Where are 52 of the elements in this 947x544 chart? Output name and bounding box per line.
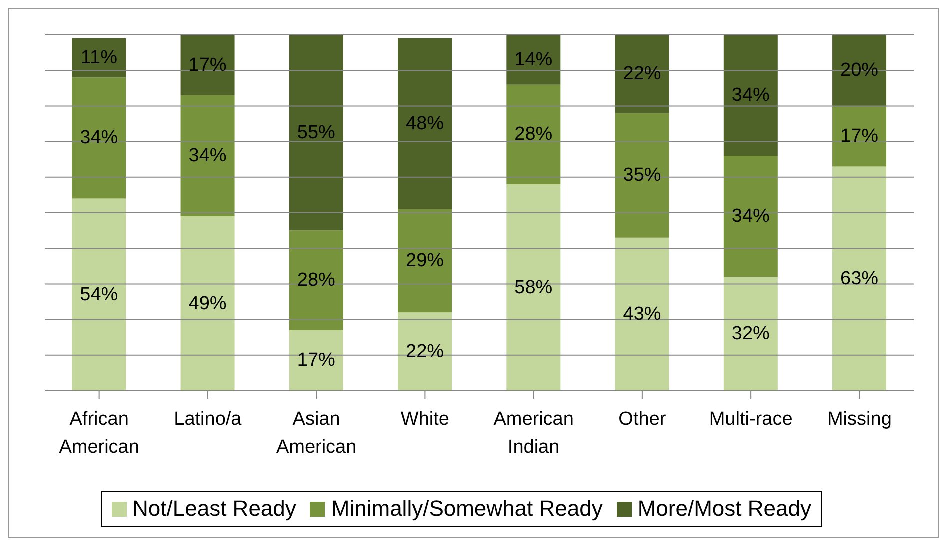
data-label: 34% <box>732 206 770 228</box>
data-label: 32% <box>732 324 770 345</box>
legend-label: Minimally/Somewhat Ready <box>330 496 603 522</box>
bar <box>724 277 778 391</box>
data-label: 22% <box>406 341 444 362</box>
data-label: 28% <box>297 270 336 292</box>
bar <box>72 78 126 199</box>
x-tick-label: Multi-race <box>709 409 793 430</box>
x-tick-label: Asian American <box>276 409 357 458</box>
data-label: 14% <box>514 49 553 70</box>
bar <box>832 106 887 167</box>
data-label: 34% <box>80 128 118 149</box>
data-label: 34% <box>188 146 227 167</box>
data-label: 48% <box>406 114 444 134</box>
bar <box>506 84 561 185</box>
x-tick-label: Missing <box>827 409 892 430</box>
bar <box>398 38 452 210</box>
bar <box>289 230 344 330</box>
legend-label: Not/Least Ready <box>132 496 296 522</box>
data-label: 29% <box>406 250 444 272</box>
bar <box>724 35 778 156</box>
data-label: 63% <box>840 268 879 290</box>
bar <box>180 96 235 217</box>
bar <box>506 184 561 391</box>
data-label: 17% <box>840 126 879 147</box>
data-label: 17% <box>297 350 336 372</box>
data-label: 54% <box>80 284 118 306</box>
bar <box>615 238 670 391</box>
x-tick-label: American Indian <box>494 409 574 458</box>
x-tick-label: White <box>400 409 450 430</box>
x-tick-label: Latino/a <box>174 409 242 430</box>
bar <box>398 312 452 391</box>
data-label: 11% <box>80 48 118 69</box>
data-label: 43% <box>623 304 662 325</box>
legend-label: More/Most Ready <box>636 496 812 522</box>
bar <box>506 35 561 85</box>
bar <box>398 209 452 313</box>
data-label: 28% <box>514 124 553 146</box>
x-tick-label: Other <box>618 409 667 430</box>
data-label: 35% <box>623 165 662 186</box>
bar <box>180 216 235 391</box>
x-tick-label: African American <box>59 409 140 458</box>
bar <box>289 330 344 391</box>
bar <box>289 35 344 231</box>
data-label: 58% <box>514 277 553 298</box>
bar <box>832 166 887 391</box>
data-label: 49% <box>188 293 227 314</box>
bar <box>615 113 670 238</box>
bar <box>72 198 126 391</box>
data-label: 55% <box>297 122 336 144</box>
bar <box>724 156 778 278</box>
data-label: 34% <box>732 85 770 106</box>
